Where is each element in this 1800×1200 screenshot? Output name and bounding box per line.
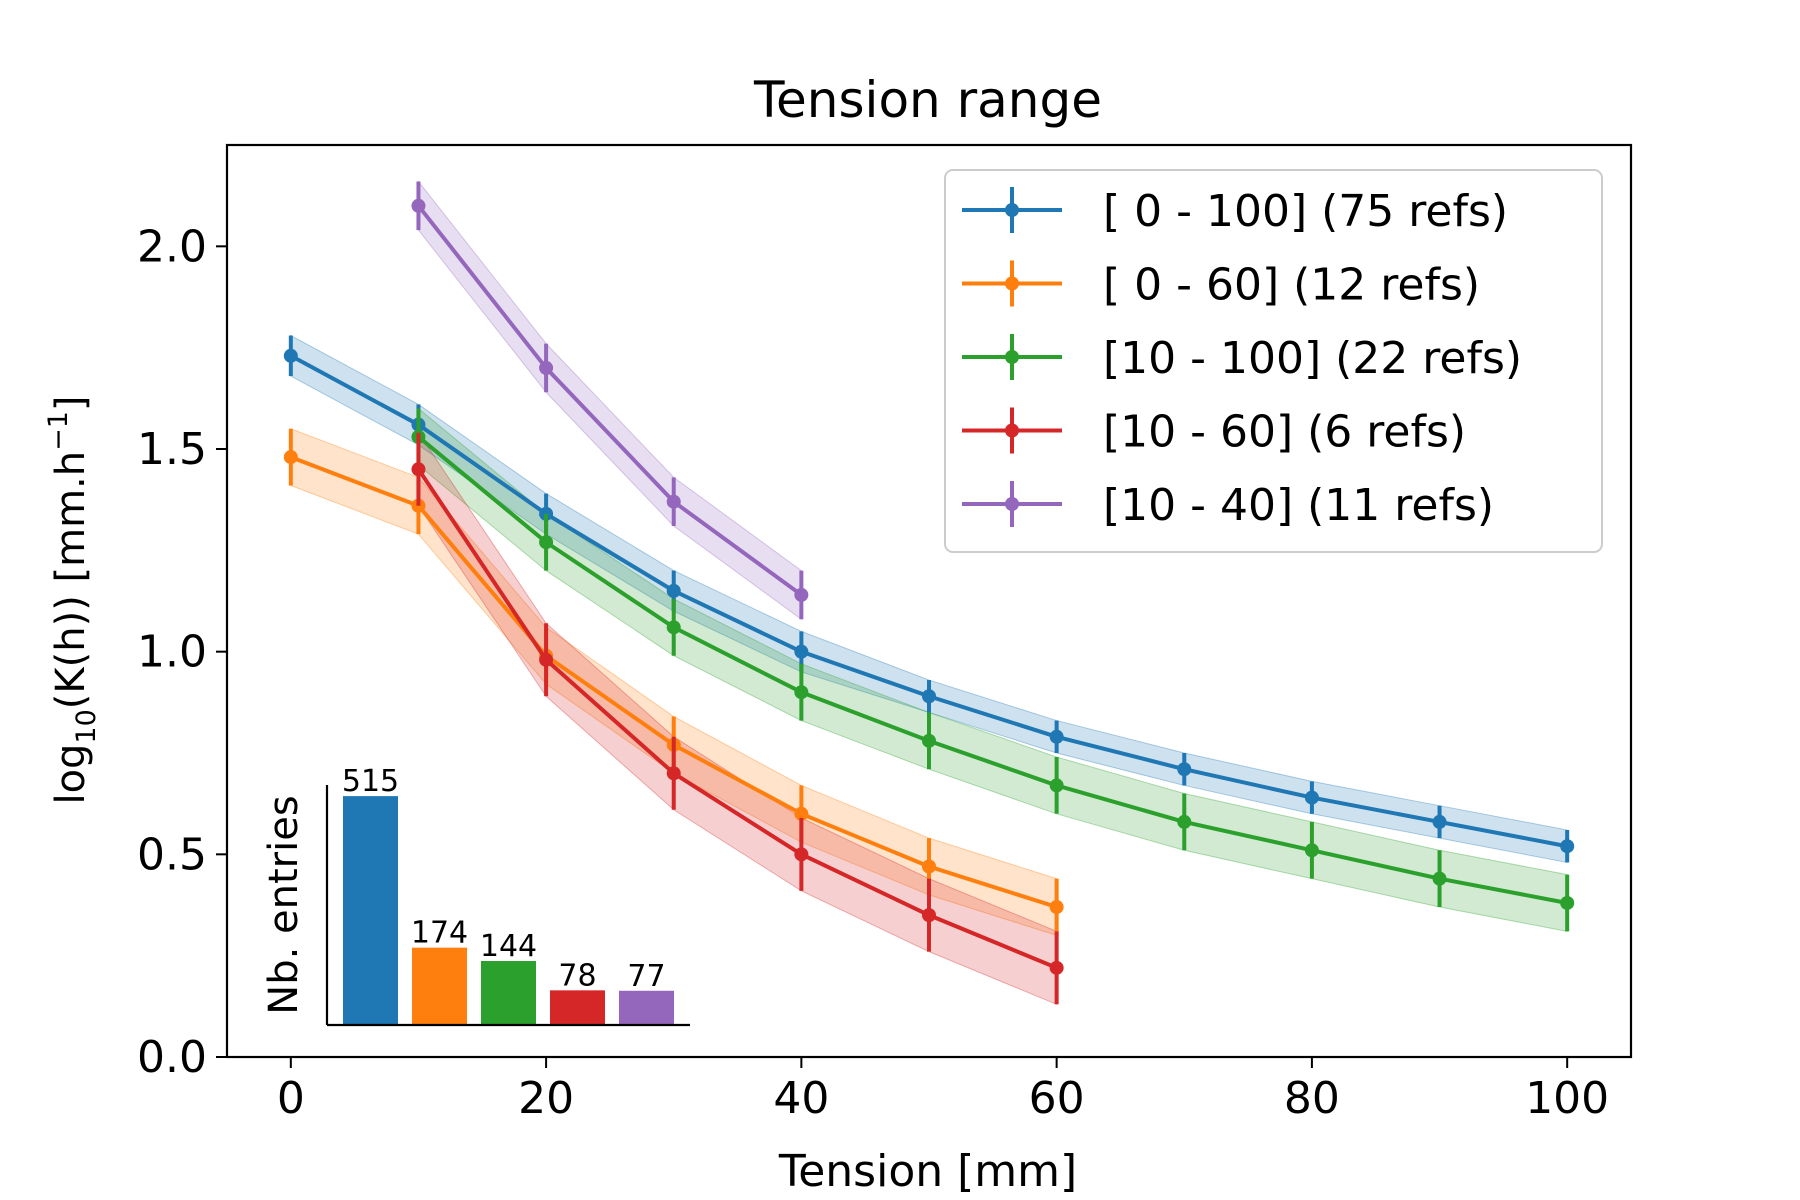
legend-swatch-marker: [1005, 203, 1019, 217]
y-axis: 0.0 0.5 1.0 1.5 2.0: [137, 221, 227, 1083]
data-point: [539, 535, 554, 550]
y-axis-label: log10(K(h)) [mm.h−1]: [43, 395, 102, 804]
x-tick-label: 100: [1525, 1073, 1609, 1124]
legend-entry-2: [ 0 - 60] (12 refs): [962, 260, 1480, 311]
data-point: [666, 620, 681, 635]
series-5: [411, 181, 809, 620]
data-point: [922, 733, 936, 748]
legend-label: [10 - 40] (11 refs): [1103, 480, 1494, 531]
x-tick-label: 20: [518, 1073, 574, 1124]
inset-bar-5: [619, 990, 674, 1025]
legend-swatch-marker: [1005, 350, 1019, 364]
series-line: [416, 468, 1058, 970]
data-point: [411, 498, 426, 513]
y-tick-label: 0.0: [137, 1032, 207, 1083]
x-tick-label: 0: [277, 1073, 305, 1124]
series-line: [417, 435, 1568, 905]
data-point: [922, 689, 936, 704]
legend-label: [10 - 100] (22 refs): [1103, 333, 1522, 384]
inset-bar-label: 515: [342, 764, 399, 799]
legend-entry-4: [10 - 60] (6 refs): [962, 407, 1466, 458]
chart-title: Tension range: [753, 71, 1102, 129]
legend-swatch-marker: [1005, 276, 1019, 291]
legend-entry-5: [10 - 40] (11 refs): [962, 480, 1494, 531]
data-point: [794, 644, 809, 659]
data-point: [666, 766, 681, 781]
data-point: [794, 587, 809, 602]
y-tick-label: 1.5: [137, 424, 207, 475]
legend: [ 0 - 100] (75 refs) [ 0 - 60] (12 refs) […: [944, 169, 1603, 553]
data-point: [1304, 843, 1319, 858]
legend-label: [ 0 - 100] (75 refs): [1103, 186, 1508, 237]
x-tick-label: 80: [1284, 1073, 1340, 1124]
data-point: [922, 908, 936, 923]
legend-entry-3: [10 - 100] (22 refs): [962, 333, 1522, 384]
series-line: [416, 204, 803, 597]
x-axis: 0 20 40 60 80 100: [277, 1057, 1609, 1124]
y-tick-label: 1.0: [137, 627, 207, 678]
data-point: [1560, 839, 1575, 854]
x-axis-label: Tension [mm]: [778, 1146, 1077, 1197]
series-4: [411, 432, 1064, 1005]
data-point: [794, 847, 809, 862]
legend-label: [10 - 60] (6 refs): [1103, 407, 1466, 458]
data-point: [539, 360, 554, 375]
data-point: [922, 859, 936, 874]
inset-bar-1: [343, 796, 398, 1025]
data-point: [1432, 871, 1447, 886]
data-point: [1560, 895, 1575, 910]
inset-bar-label: 174: [411, 916, 468, 951]
inset-bar-3: [481, 961, 536, 1025]
inset-y-axis-label: Nb. entries: [261, 795, 307, 1014]
x-tick-label: 40: [773, 1073, 829, 1124]
inset-bar-2: [412, 947, 467, 1025]
data-point: [1049, 960, 1064, 975]
data-point: [1432, 814, 1447, 829]
legend-entry-1: [ 0 - 100] (75 refs): [962, 186, 1508, 237]
inset-bar-label: 144: [480, 929, 537, 964]
data-point: [283, 450, 298, 465]
data-point: [794, 685, 809, 700]
data-point: [1049, 778, 1064, 793]
y-tick-label: 2.0: [137, 221, 207, 272]
data-point: [666, 494, 681, 509]
data-point: [411, 198, 426, 213]
legend-label: [ 0 - 60] (12 refs): [1103, 260, 1480, 311]
series-3: [411, 408, 1575, 932]
legend-box: [944, 169, 1603, 553]
inset-bar-chart: 515 174 144 78 77 Nb. entries: [261, 764, 690, 1027]
data-point: [666, 583, 681, 598]
data-point: [1049, 729, 1064, 744]
data-point: [539, 652, 554, 667]
data-point: [1304, 790, 1319, 805]
legend-swatch-marker: [1005, 423, 1019, 438]
data-point: [283, 348, 298, 363]
legend-swatch-marker: [1005, 497, 1019, 511]
data-point: [411, 462, 426, 477]
data-point: [1177, 762, 1192, 777]
data-point: [1049, 900, 1064, 915]
x-tick-label: 60: [1029, 1073, 1085, 1124]
inset-bar-label: 78: [558, 958, 596, 993]
data-point: [1177, 814, 1192, 829]
inset-bar-label: 77: [627, 959, 665, 994]
y-tick-label: 0.5: [137, 829, 207, 880]
data-point: [794, 806, 809, 821]
inset-bar-4: [550, 990, 605, 1025]
plot-frame: [225, 143, 1633, 1059]
series-lines: [283, 181, 1575, 1005]
